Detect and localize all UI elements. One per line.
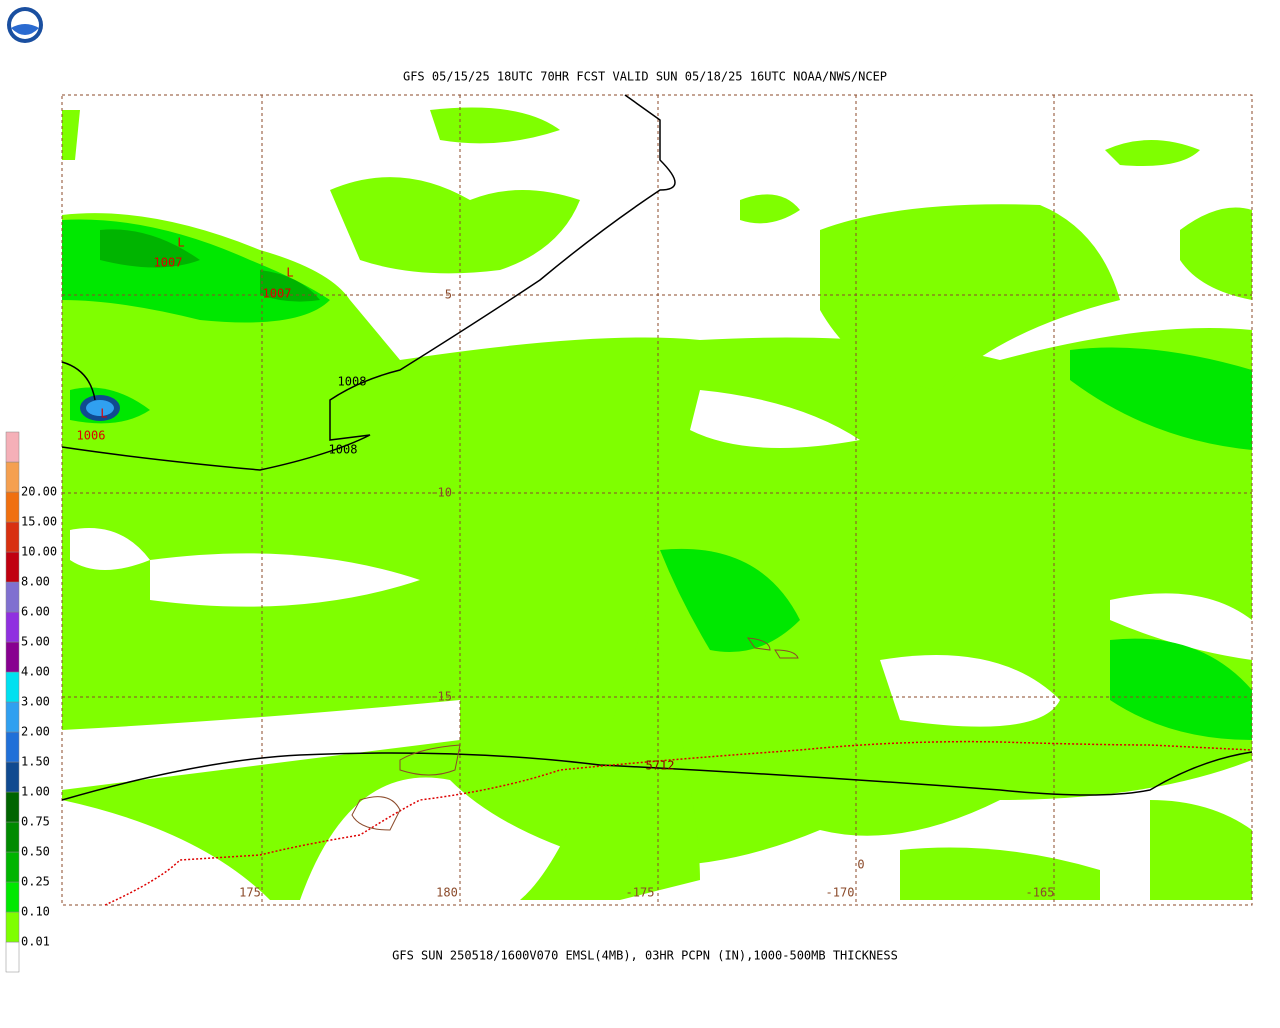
- legend-label: 2.00: [21, 725, 50, 739]
- lat-label: -5: [438, 288, 452, 302]
- low-marker: L: [100, 407, 107, 421]
- legend-swatch: [5, 881, 20, 913]
- legend-label: 0.75: [21, 815, 50, 829]
- lat-label: -10: [430, 486, 452, 500]
- legend-label: 4.00: [21, 665, 50, 679]
- legend-label: 0.10: [21, 905, 50, 919]
- legend-swatch: [5, 821, 20, 853]
- legend-swatch: [5, 941, 20, 973]
- legend-label: 1.50: [21, 755, 50, 769]
- legend-label: 3.00: [21, 695, 50, 709]
- contour-label: 5712: [646, 759, 675, 773]
- footer-caption: GFS SUN 250518/1600V070 EMSL(4MB), 03HR …: [392, 949, 898, 963]
- legend-swatch: [5, 461, 20, 493]
- noaa-logo: [7, 7, 43, 43]
- legend-label: 0.25: [21, 875, 50, 889]
- low-marker: L: [177, 236, 184, 250]
- legend: 0.01 0.10 0.25 0.50 0.75 1.00 1.50 2.00 3.00 4.00…: [5, 431, 57, 973]
- legend-swatch: [5, 911, 20, 943]
- legend-swatch: [5, 581, 20, 613]
- contour-label: 1007: [154, 256, 183, 270]
- legend-swatch: [5, 521, 20, 553]
- legend-swatch: [5, 431, 20, 463]
- lon-label: 180: [436, 886, 458, 900]
- legend-label: 0.01: [21, 935, 50, 949]
- legend-swatch: [5, 491, 20, 523]
- legend-label: 6.00: [21, 605, 50, 619]
- lat-label: -15: [430, 690, 452, 704]
- legend-swatch: [5, 731, 20, 763]
- contour-label: 1006: [77, 429, 106, 443]
- legend-label: 15.00: [21, 515, 57, 529]
- lon-label: -170: [826, 886, 855, 900]
- legend-label: 1.00: [21, 785, 50, 799]
- legend-label: 0.50: [21, 845, 50, 859]
- precip-field: [62, 107, 1252, 900]
- lon-label: 175: [239, 886, 261, 900]
- legend-label: 5.00: [21, 635, 50, 649]
- low-marker: L: [286, 266, 293, 280]
- legend-label: 10.00: [21, 545, 57, 559]
- lon-label: -175: [626, 886, 655, 900]
- contour-label: 1008: [338, 375, 367, 389]
- contour-label: 1007: [263, 287, 292, 301]
- lon-label: -165: [1026, 886, 1055, 900]
- contours: [61, 94, 1253, 906]
- legend-swatch: [5, 611, 20, 643]
- legend-label: 8.00: [21, 575, 50, 589]
- contour-label: 1008: [329, 443, 358, 457]
- legend-label: 20.00: [21, 485, 57, 499]
- grid: [61, 94, 1253, 906]
- contour-label: 0: [857, 858, 864, 872]
- title: GFS 05/15/25 18UTC 70HR FCST VALID SUN 0…: [403, 70, 887, 84]
- legend-swatch: [5, 641, 20, 673]
- legend-swatch: [5, 701, 20, 733]
- legend-swatch: [5, 851, 20, 883]
- legend-swatch: [5, 791, 20, 823]
- legend-swatch: [5, 551, 20, 583]
- legend-swatch: [5, 671, 20, 703]
- legend-swatch: [5, 761, 20, 793]
